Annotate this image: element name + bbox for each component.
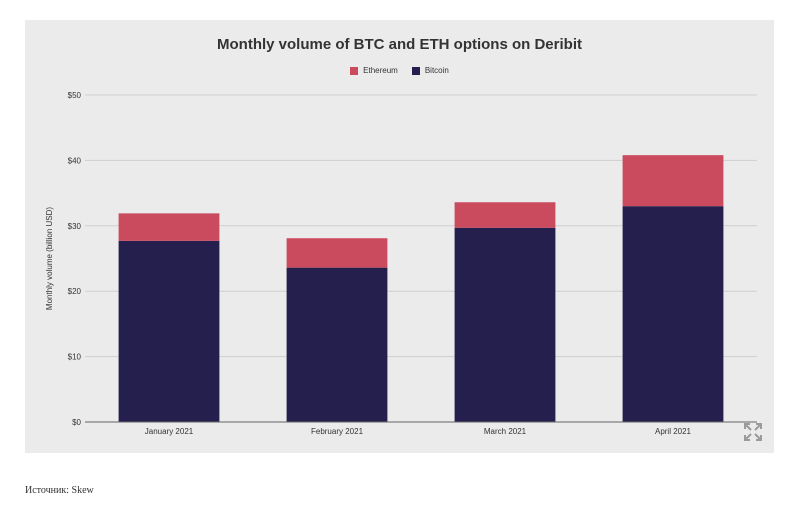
- y-tick-label: $50: [68, 91, 82, 100]
- y-axis-label: Monthly volume (billion USD): [45, 207, 54, 310]
- legend-swatch-ethereum: [350, 66, 359, 75]
- bar-bitcoin: [118, 240, 220, 422]
- x-tick-label: January 2021: [145, 427, 194, 436]
- legend-swatch-bitcoin: [411, 66, 420, 75]
- bar-bitcoin: [622, 206, 724, 422]
- y-tick-label: $10: [68, 353, 82, 362]
- x-tick-label: March 2021: [484, 427, 527, 436]
- bar-bitcoin: [454, 227, 556, 422]
- bar-ethereum: [454, 202, 556, 228]
- bar-ethereum: [118, 213, 220, 241]
- chart-panel: Monthly volume of BTC and ETH options on…: [25, 20, 774, 453]
- source-note: Источник: Skew: [25, 485, 94, 496]
- legend-label-bitcoin: Bitcoin: [424, 66, 449, 75]
- legend-label-ethereum: Ethereum: [363, 66, 398, 75]
- chart-title: Monthly volume of BTC and ETH options on…: [217, 36, 582, 53]
- legend: Ethereum Bitcoin: [25, 66, 774, 75]
- bar-ethereum: [622, 155, 724, 207]
- y-tick-label: $30: [68, 222, 82, 231]
- y-tick-label: $0: [72, 418, 81, 427]
- expand-icon[interactable]: [743, 422, 763, 442]
- chart-plot: $0 $10 $20 $30 $40 $50 Monthly volume (billion…: [45, 91, 757, 436]
- x-tick-label: February 2021: [311, 427, 364, 436]
- y-tick-label: $20: [68, 287, 82, 296]
- y-tick-label: $40: [68, 156, 82, 165]
- bar-ethereum: [286, 238, 388, 268]
- bar-bitcoin: [286, 267, 388, 422]
- legend-item-ethereum[interactable]: Ethereum: [350, 66, 398, 75]
- x-tick-label: April 2021: [655, 427, 692, 436]
- legend-item-bitcoin[interactable]: Bitcoin: [411, 66, 449, 75]
